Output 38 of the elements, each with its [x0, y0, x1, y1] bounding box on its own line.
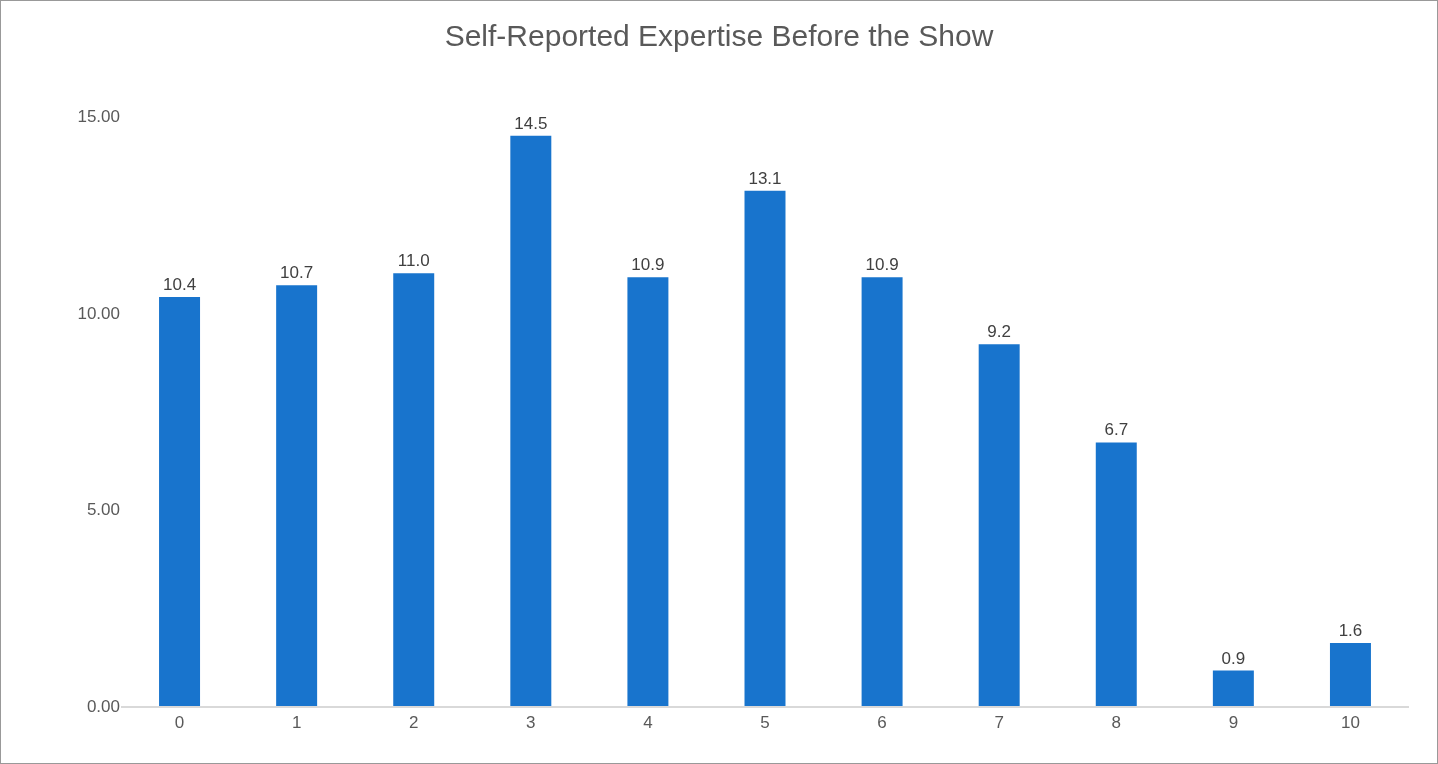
data-label: 10.4 [163, 274, 197, 294]
data-label: 13.1 [748, 168, 782, 188]
data-label: 10.9 [865, 255, 899, 275]
y-tick-label: 15.00 [77, 106, 120, 126]
bar [1212, 670, 1254, 706]
bar [276, 285, 318, 706]
y-tick-label: 5.00 [86, 500, 120, 520]
x-tick-label: 3 [526, 712, 536, 732]
x-tick-label: 4 [643, 712, 653, 732]
x-tick-label: 10 [1340, 712, 1360, 732]
data-label: 10.9 [631, 255, 665, 275]
data-label: 0.9 [1221, 648, 1246, 668]
x-tick-label: 2 [409, 712, 419, 732]
data-label: 11.0 [397, 251, 430, 271]
x-tick-label: 7 [994, 712, 1004, 732]
y-tick-label: 10.00 [77, 303, 120, 323]
chart-title: Self-Reported Expertise Before the Show [444, 18, 994, 52]
bar [1329, 643, 1371, 706]
bar [744, 190, 786, 706]
bar [393, 273, 435, 706]
x-tick-label: 0 [174, 712, 185, 732]
data-label: 6.7 [1104, 420, 1129, 440]
x-tick-label: 1 [291, 712, 302, 732]
x-tick-label: 8 [1111, 712, 1121, 732]
x-tick-label: 6 [877, 712, 887, 732]
bar [1095, 442, 1137, 706]
bar [861, 277, 903, 706]
data-label: 1.6 [1338, 621, 1363, 641]
data-label: 9.2 [987, 322, 1011, 342]
bar [978, 344, 1020, 706]
data-label: 10.7 [280, 263, 314, 283]
x-tick-label: 5 [760, 712, 770, 732]
bar [159, 296, 201, 706]
bar [627, 277, 669, 706]
x-tick-label: 9 [1228, 712, 1239, 732]
bar [510, 135, 552, 706]
data-label: 14.5 [514, 113, 548, 133]
y-tick-label: 0.00 [86, 696, 120, 716]
